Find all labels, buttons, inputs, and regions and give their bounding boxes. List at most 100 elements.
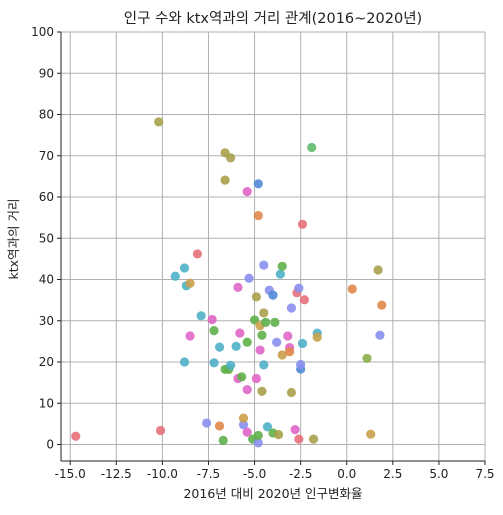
x-tick-label: -10.0 [147,467,178,481]
chart-title: 인구 수와 ktx역과의 거리 관계(2016~2020년) [124,10,422,27]
data-point [294,434,304,444]
data-point [170,271,180,281]
y-tick-label: 0 [46,438,54,452]
data-point [375,330,385,340]
x-tick-label: 7.5 [475,467,494,481]
data-point [257,330,267,340]
data-point [154,117,164,127]
x-tick-label: -7.5 [197,467,220,481]
y-tick-label: 90 [39,66,54,80]
data-point [238,420,249,430]
data-point [209,326,219,336]
data-point [259,260,269,270]
x-tick-label: -2.5 [289,467,312,481]
data-point [272,337,282,347]
y-tick-label: 20 [39,355,54,369]
data-point [259,308,269,318]
data-point [259,360,269,370]
y-tick-label: 40 [39,273,54,287]
y-tick-label: 50 [39,231,54,245]
x-tick-label: -5.0 [243,467,266,481]
data-point [209,358,219,368]
data-point [257,386,267,396]
data-point [347,284,357,294]
data-point [242,337,252,347]
x-ticks: -15.0 -12.5 -10.0 -7.5 -5.0 -2.5 0.0 2.5 5.0 7.5 [55,461,495,481]
data-point [237,372,247,382]
data-point [244,273,254,283]
y-ticks: 0 10 20 30 40 50 60 70 80 90 100 [31,25,61,452]
data-point [294,283,304,293]
data-point [270,317,280,327]
data-point [312,332,322,342]
data-point [377,300,387,310]
data-point [253,179,263,189]
data-point [297,338,308,349]
data-point [214,421,225,431]
data-point [286,303,297,313]
data-point [283,331,293,341]
y-tick-label: 70 [39,149,54,163]
data-point [261,317,271,327]
data-point [207,314,217,325]
data-point [242,385,252,395]
data-point [155,425,166,436]
data-point [253,210,263,221]
data-point [268,290,278,300]
data-point [179,357,190,367]
data-point [296,359,306,370]
y-tick-label: 100 [31,25,54,39]
data-point [233,282,243,292]
data-point [226,360,236,370]
data-points [71,117,387,448]
data-point [196,311,206,321]
data-point [220,175,230,185]
data-point [307,142,317,153]
x-tick-label: 2.5 [383,467,402,481]
x-tick-label: -15.0 [55,467,86,481]
data-point [235,328,245,338]
data-point [275,269,285,279]
data-point [226,153,236,163]
data-point [297,219,308,229]
data-point [277,350,287,360]
y-axis-label: ktx역과의 거리 [6,198,21,279]
data-point [249,315,260,325]
y-tick-label: 30 [39,314,54,328]
data-point [185,331,195,341]
data-point [308,434,319,444]
data-point [242,187,252,197]
data-point [273,430,284,440]
data-point [277,261,287,271]
x-tick-label: 5.0 [429,467,448,481]
data-point [202,418,212,428]
data-point [286,387,297,398]
data-point [251,292,262,302]
data-point [231,341,241,351]
data-point [185,278,195,288]
data-point [262,422,273,432]
data-point [253,438,263,448]
x-axis-label: 2016년 대비 2020년 인구변화율 [183,486,362,501]
data-point [218,435,228,445]
data-point [192,249,203,259]
data-point [251,373,262,384]
data-point [299,295,309,305]
y-tick-label: 10 [39,396,54,410]
x-tick-label: 0.0 [337,467,356,481]
y-tick-label: 80 [39,108,54,122]
data-point [253,430,263,441]
data-point [238,413,249,423]
data-point [362,353,372,363]
data-point [290,425,300,435]
y-tick-label: 60 [39,190,54,204]
data-point [366,429,376,439]
data-point [373,265,383,275]
x-tick-label: -12.5 [101,467,132,481]
data-point [242,427,252,437]
data-point [179,263,190,273]
data-point [284,347,295,357]
